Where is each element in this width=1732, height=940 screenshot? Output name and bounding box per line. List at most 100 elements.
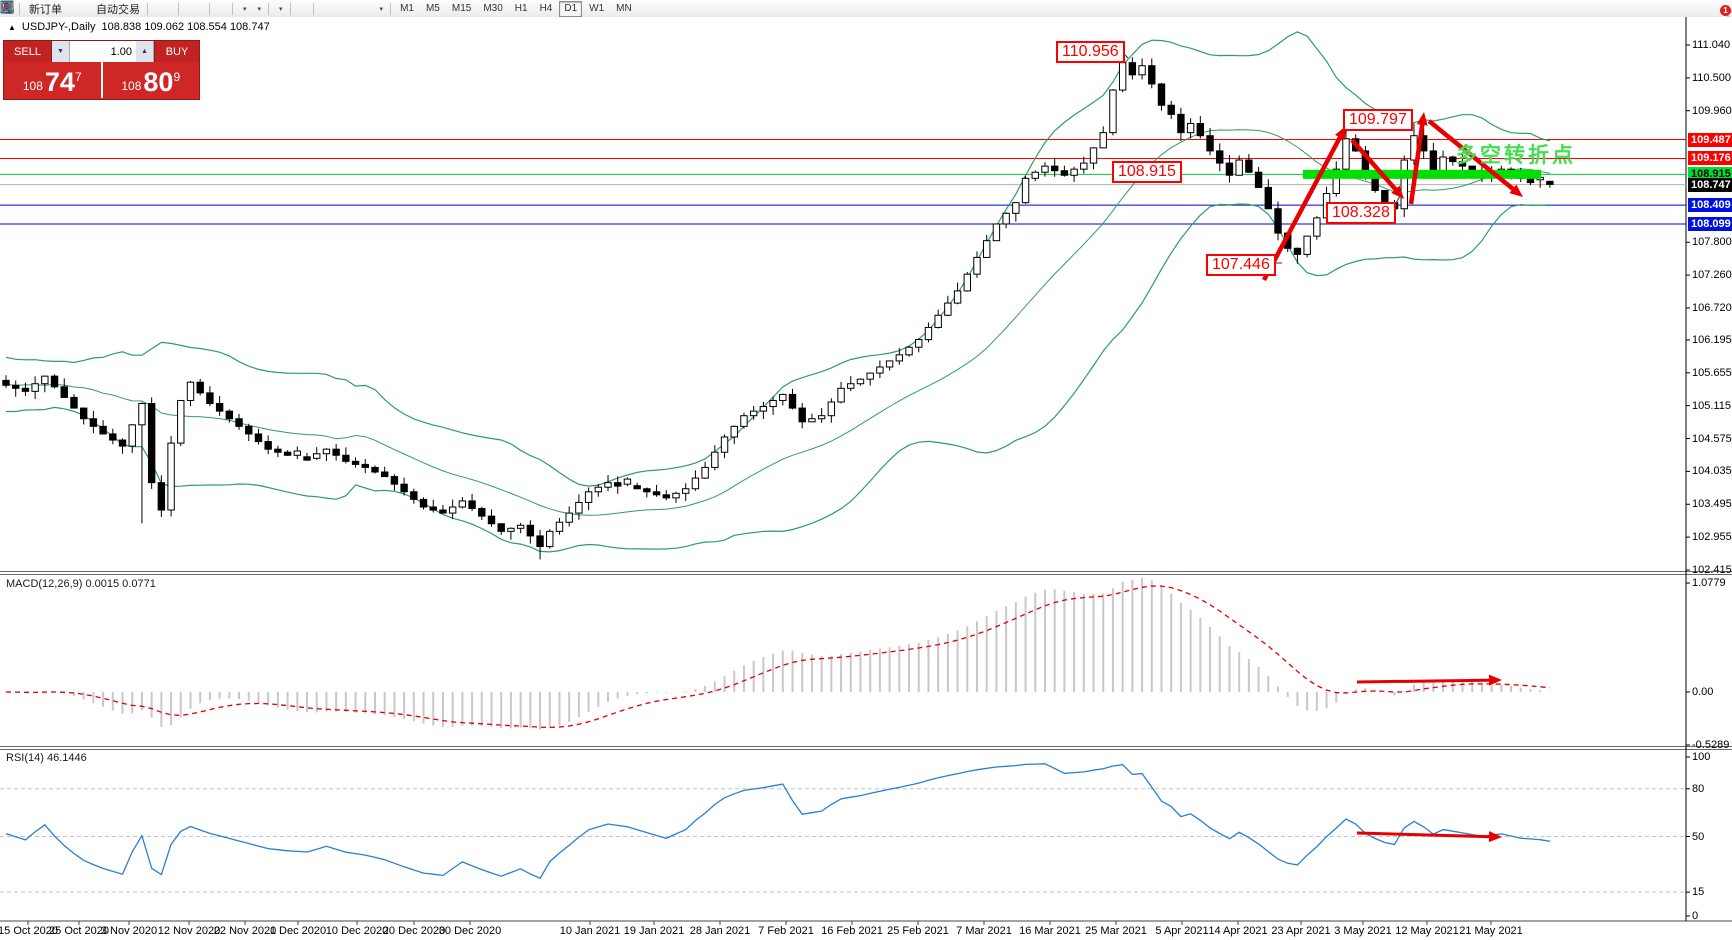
candle-body bbox=[1060, 170, 1069, 176]
date-label: 7 Feb 2021 bbox=[758, 925, 814, 937]
price-tag-109.487: 109.487 bbox=[1688, 132, 1732, 147]
volume-input[interactable] bbox=[70, 41, 136, 62]
candle-body bbox=[225, 410, 234, 420]
candle-body bbox=[944, 302, 952, 316]
timeframe-button-w1[interactable]: W1 bbox=[589, 2, 605, 14]
date-label: 30 Dec 2020 bbox=[438, 925, 502, 937]
rsi-axis-label: 50 bbox=[1692, 830, 1705, 843]
candle-body bbox=[400, 483, 408, 493]
bollinger-middle-band bbox=[5, 129, 1550, 516]
candle-body bbox=[429, 506, 437, 511]
candle-body bbox=[1381, 189, 1389, 204]
volume-decrease-button[interactable]: ▼ bbox=[52, 41, 70, 62]
candle-body bbox=[2, 379, 10, 386]
candle-body bbox=[1332, 168, 1340, 195]
candle-body bbox=[1245, 159, 1253, 173]
candle-body bbox=[380, 471, 389, 478]
timeframe-button-h1[interactable]: H1 bbox=[514, 2, 528, 14]
timeframe-button-mn[interactable]: MN bbox=[616, 2, 632, 14]
trend-arrow-1[interactable] bbox=[1262, 130, 1346, 282]
timeframe-button-d1[interactable]: D1 bbox=[559, 0, 583, 17]
candle-body bbox=[468, 500, 476, 510]
trend-arrow-4[interactable] bbox=[1427, 119, 1520, 195]
candle-body bbox=[779, 393, 787, 401]
one-click-trading-panel: SELL ▼ ▲ BUY 108 74 7 108 80 9 bbox=[3, 40, 200, 100]
price-tag-108.099: 108.099 bbox=[1688, 217, 1732, 232]
buy-button[interactable]: BUY bbox=[154, 41, 199, 62]
date-label: 15 Oct 2020 bbox=[0, 925, 58, 937]
candle-body bbox=[1050, 165, 1059, 172]
dropdown-caret-icon[interactable]: ▾ bbox=[379, 5, 384, 13]
date-label: 16 Mar 2021 bbox=[1019, 925, 1081, 937]
date-label: 10 Dec 2020 bbox=[325, 925, 389, 937]
sell-price-button[interactable]: 108 74 7 bbox=[4, 62, 101, 98]
callout-109.797[interactable]: 109.797 bbox=[1343, 109, 1413, 131]
candle-body bbox=[390, 476, 399, 485]
timeframe-button-m30[interactable]: M30 bbox=[483, 2, 503, 14]
candle-body bbox=[186, 381, 195, 401]
timeframe-button-m1[interactable]: M1 bbox=[400, 2, 414, 14]
callout-107.446[interactable]: 107.446 bbox=[1206, 254, 1276, 276]
candle-body bbox=[565, 512, 573, 523]
rsi-flat-arrow[interactable] bbox=[1356, 831, 1497, 839]
price-axis-label: 104.575 bbox=[1692, 432, 1732, 445]
collapse-icon[interactable]: ▲ bbox=[8, 22, 16, 32]
timeframe-button-m15[interactable]: M15 bbox=[451, 2, 472, 14]
button-label: 新订单 bbox=[29, 3, 62, 16]
date-label: 7 Mar 2021 bbox=[956, 925, 1012, 937]
callout-108.328[interactable]: 108.328 bbox=[1326, 202, 1396, 224]
dropdown-caret-icon[interactable]: ▾ bbox=[279, 5, 283, 13]
candle-body bbox=[138, 403, 146, 426]
dropdown-caret-icon[interactable]: ▾ bbox=[257, 5, 262, 13]
callout-110.956[interactable]: 110.956 bbox=[1056, 41, 1125, 63]
bull-bear-turning-point-note[interactable]: 多空转折点 bbox=[1456, 144, 1576, 167]
candle-body bbox=[1157, 83, 1166, 106]
text-a-button[interactable]: A bbox=[3, 0, 365, 17]
candle-body bbox=[614, 482, 622, 487]
timeframe-button-h4[interactable]: H4 bbox=[539, 2, 553, 14]
macd-indicator-label: MACD(12,26,9) 0.0015 0.0771 bbox=[6, 578, 156, 590]
candle-body bbox=[487, 515, 496, 525]
sell-price-base: 108 bbox=[22, 79, 43, 93]
candle-body bbox=[1313, 217, 1321, 237]
candle-body bbox=[885, 360, 894, 368]
support-zone-bar[interactable] bbox=[1303, 169, 1541, 179]
macd-flat-arrow[interactable] bbox=[1356, 678, 1497, 684]
sell-button[interactable]: SELL bbox=[4, 41, 52, 62]
candle-body bbox=[1109, 89, 1117, 134]
candle-body bbox=[866, 372, 874, 380]
candle-body bbox=[1089, 147, 1098, 164]
dropdown-caret-icon[interactable]: ▾ bbox=[243, 5, 247, 13]
macd-axis-label: 0.00 bbox=[1692, 686, 1714, 698]
symbol-period-label: USDJPY-,Daily bbox=[21, 21, 96, 33]
candle-body bbox=[410, 491, 418, 500]
candle-body bbox=[1177, 113, 1185, 134]
trend-arrow-3[interactable] bbox=[1408, 117, 1426, 205]
candle-body bbox=[147, 403, 156, 484]
trend-arrow-3-head bbox=[1416, 112, 1428, 126]
candle-body bbox=[749, 410, 758, 417]
candle-body bbox=[682, 488, 690, 494]
candle-body bbox=[1031, 171, 1039, 179]
candle-body bbox=[322, 448, 331, 455]
trend-arrow-2[interactable] bbox=[1350, 138, 1402, 196]
candle-body bbox=[769, 399, 777, 408]
volume-increase-button[interactable]: ▲ bbox=[136, 41, 154, 62]
date-label: 14 Apr 2021 bbox=[1208, 925, 1268, 937]
sell-price-fraction: 7 bbox=[74, 70, 82, 84]
price-tag-109.176: 109.176 bbox=[1688, 151, 1732, 166]
buy-price-pips: 80 bbox=[143, 67, 174, 97]
candle-body bbox=[720, 436, 729, 453]
candle-body bbox=[1225, 162, 1234, 176]
candle-body bbox=[177, 399, 185, 444]
candle-body bbox=[963, 273, 971, 292]
candle-body bbox=[109, 433, 117, 441]
candle-body bbox=[1138, 65, 1146, 76]
timeframe-button-m5[interactable]: M5 bbox=[425, 2, 440, 14]
candle-body bbox=[643, 488, 651, 493]
callout-108.915[interactable]: 108.915 bbox=[1112, 161, 1182, 183]
buy-price-button[interactable]: 108 80 9 bbox=[102, 62, 199, 98]
